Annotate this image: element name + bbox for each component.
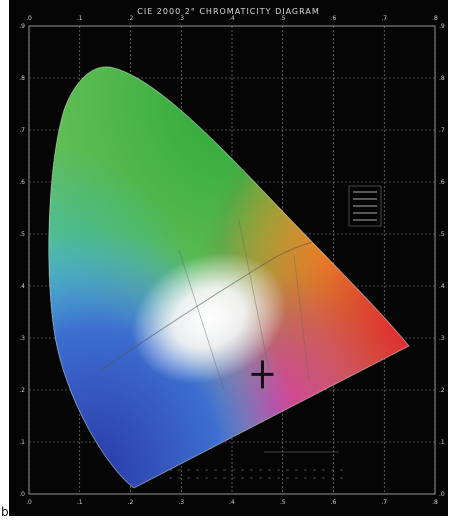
x-tick-label: .2 xyxy=(128,15,134,22)
y-tick-label: .6 xyxy=(19,179,25,186)
x-tick-label: .6 xyxy=(331,15,337,22)
diagram-title: CIE 2000 2° CHROMATICITY DIAGRAM xyxy=(137,7,320,16)
x-tick-label: .1 xyxy=(77,15,83,22)
x-tick-label: .7 xyxy=(381,15,387,22)
y-tick-label: .2 xyxy=(19,387,25,394)
white-point-region xyxy=(131,252,287,384)
x-tick-label: .0 xyxy=(26,15,32,22)
x-tick-label: .8 xyxy=(432,15,438,22)
isotherm-line-1 xyxy=(178,249,225,391)
x-tick-label: .5 xyxy=(280,499,286,506)
y-tick-label: .8 xyxy=(439,75,445,82)
x-tick-label: .4 xyxy=(229,499,235,506)
y-tick-label: .6 xyxy=(439,179,445,186)
x-tick-label: .6 xyxy=(331,499,337,506)
y-tick-label: .8 xyxy=(19,75,25,82)
x-tick-label: .2 xyxy=(128,499,134,506)
y-tick-label: .9 xyxy=(19,23,25,30)
spectral-locus xyxy=(48,66,409,488)
crosshair-marker xyxy=(251,360,274,389)
x-tick-label: .5 xyxy=(280,15,286,22)
x-tick-label: .4 xyxy=(229,15,235,22)
y-tick-label: .5 xyxy=(439,231,445,238)
y-tick-label: .1 xyxy=(19,439,25,446)
y-tick-label: .4 xyxy=(439,283,445,290)
x-tick-label: .8 xyxy=(432,499,438,506)
panel-label: b xyxy=(1,505,9,519)
y-tick-label: .3 xyxy=(19,335,25,342)
x-tick-label: .1 xyxy=(77,499,83,506)
y-tick-label: .7 xyxy=(439,127,445,134)
x-tick-label: .3 xyxy=(178,499,184,506)
y-tick-label: .3 xyxy=(439,335,445,342)
isotherm-line-3 xyxy=(293,254,310,381)
y-tick-label: .5 xyxy=(19,231,25,238)
axis-tick-labels: .0.0.1.1.2.2.3.3.4.4.5.5.6.6.7.7.8.8.9.9… xyxy=(19,15,445,506)
locus-outline xyxy=(48,66,410,489)
x-tick-label: .3 xyxy=(178,15,184,22)
diagram-frame: .0.0.1.1.2.2.3.3.4.4.5.5.6.6.7.7.8.8.9.9… xyxy=(9,0,448,516)
chromaticity-diagram: .0.0.1.1.2.2.3.3.4.4.5.5.6.6.7.7.8.8.9.9… xyxy=(19,15,445,506)
y-tick-label: .2 xyxy=(439,387,445,394)
y-tick-label: .0 xyxy=(439,491,445,498)
y-tick-label: .4 xyxy=(19,283,25,290)
y-tick-label: .1 xyxy=(439,439,445,446)
legend-box xyxy=(348,185,382,227)
x-tick-label: .0 xyxy=(26,499,32,506)
x-tick-label: .7 xyxy=(381,499,387,506)
y-tick-label: .0 xyxy=(19,491,25,498)
y-tick-label: .9 xyxy=(439,23,445,30)
y-tick-label: .7 xyxy=(19,127,25,134)
bottom-legend-strip xyxy=(169,451,349,479)
isotherm-line-2 xyxy=(238,219,270,371)
